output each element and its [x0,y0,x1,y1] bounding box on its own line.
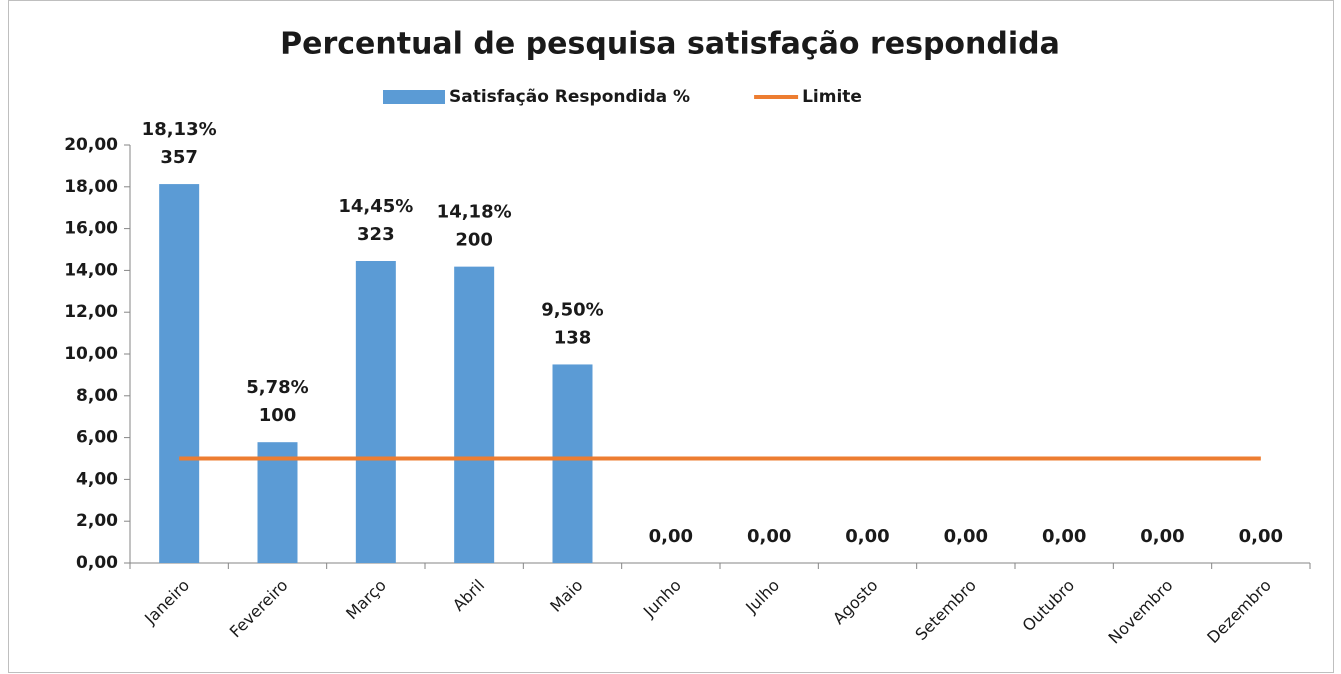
data-label: 0,00 [1239,526,1283,547]
legend-label: Satisfação Respondida % [449,87,690,107]
data-label: 0,00 [649,526,693,547]
y-tick-label: 18,00 [64,177,118,197]
legend-label: Limite [802,87,862,107]
y-tick-label: 2,00 [76,511,118,531]
y-tick-label: 10,00 [64,344,118,364]
chart-title: Percentual de pesquisa satisfação respon… [280,27,1060,62]
y-tick-label: 0,00 [76,553,118,573]
bar [552,364,593,563]
data-label: 0,00 [747,526,791,547]
chart-frame [8,0,1334,673]
bar [355,260,396,563]
data-label: 9,50% [541,299,603,320]
y-tick-label: 6,00 [76,428,118,448]
data-label: 0,00 [1140,526,1184,547]
y-tick-label: 4,00 [76,469,118,489]
data-label: 5,78% [246,377,308,398]
y-tick-label: 14,00 [64,260,118,280]
data-label-count: 100 [259,405,297,426]
data-label: 0,00 [1042,526,1086,547]
legend-swatch [383,90,445,104]
y-tick-label: 16,00 [64,219,118,239]
data-label: 14,45% [338,196,413,217]
bar [257,442,298,563]
data-label-count: 323 [357,224,395,245]
data-label: 14,18% [437,202,512,223]
data-label-count: 200 [455,230,493,251]
data-label-count: 138 [554,327,592,348]
bar [159,184,200,563]
bar [454,266,495,563]
data-label-count: 357 [160,147,198,168]
data-label: 0,00 [944,526,988,547]
data-label: 18,13% [142,119,217,140]
data-label: 0,00 [845,526,889,547]
y-tick-label: 20,00 [64,135,118,155]
y-tick-label: 12,00 [64,302,118,322]
y-tick-label: 8,00 [76,386,118,406]
